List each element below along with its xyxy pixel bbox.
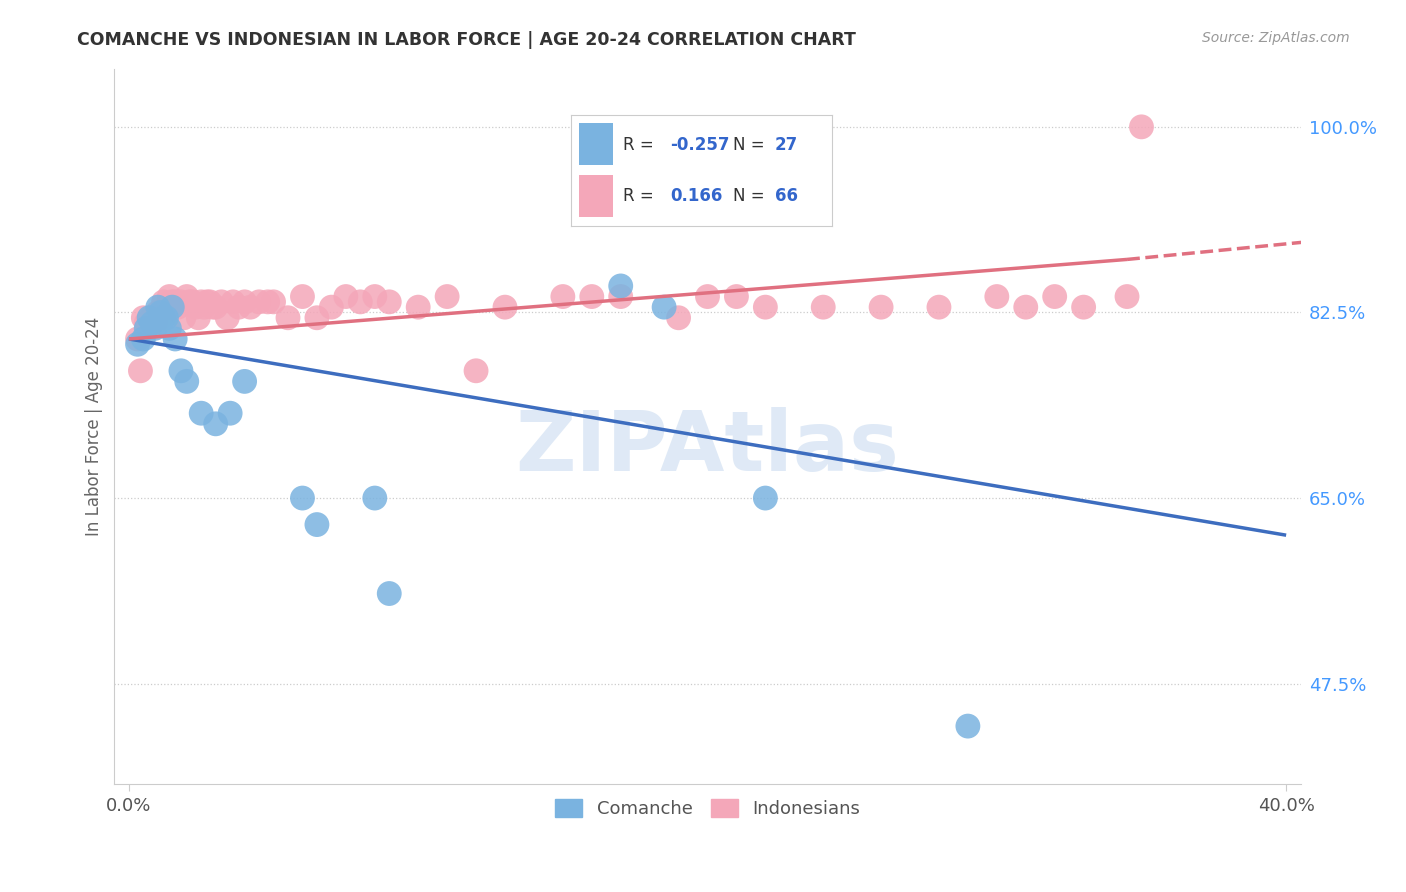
Point [132, 332, 155, 346]
Point [1130, 120, 1153, 134]
Point [465, 364, 488, 378]
Point [870, 300, 893, 314]
Point [138, 310, 160, 325]
Point [813, 300, 835, 314]
Point [190, 406, 212, 420]
Point [754, 491, 776, 505]
Point [364, 491, 387, 505]
Point [277, 310, 299, 325]
Point [247, 294, 270, 309]
Point [256, 294, 278, 309]
Point [187, 310, 209, 325]
Point [364, 289, 387, 303]
Point [321, 300, 343, 314]
Point [152, 294, 174, 309]
Point [176, 289, 198, 303]
Point [198, 294, 221, 309]
Point [494, 300, 516, 314]
Point [127, 337, 149, 351]
Point [609, 289, 631, 303]
Point [239, 300, 262, 314]
Point [127, 332, 149, 346]
Point [928, 300, 950, 314]
Point [436, 289, 458, 303]
Y-axis label: In Labor Force | Age 20-24: In Labor Force | Age 20-24 [86, 317, 103, 536]
Point [157, 321, 180, 335]
Point [149, 305, 172, 319]
Point [204, 300, 226, 314]
Point [146, 305, 169, 319]
Text: Source: ZipAtlas.com: Source: ZipAtlas.com [1202, 31, 1350, 45]
Point [176, 375, 198, 389]
Point [305, 517, 328, 532]
Point [165, 294, 187, 309]
Legend: Comanche, Indonesians: Comanche, Indonesians [548, 792, 868, 825]
Point [378, 586, 401, 600]
Point [1073, 300, 1095, 314]
Point [165, 332, 187, 346]
Point [263, 294, 285, 309]
Point [217, 310, 239, 325]
Point [170, 364, 193, 378]
Point [193, 300, 215, 314]
Point [173, 310, 195, 325]
Point [179, 294, 201, 309]
Point [1015, 300, 1038, 314]
Point [725, 289, 748, 303]
Point [155, 310, 177, 325]
Point [135, 321, 157, 335]
Point [228, 300, 250, 314]
Text: ZIPAtlas: ZIPAtlas [516, 408, 900, 489]
Point [1043, 289, 1066, 303]
Point [204, 417, 226, 431]
Point [305, 310, 328, 325]
Point [406, 300, 429, 314]
Point [129, 364, 152, 378]
Point [195, 294, 218, 309]
Point [135, 316, 157, 330]
Point [141, 316, 163, 330]
Point [986, 289, 1008, 303]
Point [378, 294, 401, 309]
Point [181, 294, 204, 309]
Point [652, 300, 675, 314]
Point [754, 300, 776, 314]
Point [668, 310, 690, 325]
Point [141, 310, 163, 325]
Point [551, 289, 574, 303]
Point [201, 300, 224, 314]
Point [291, 289, 314, 303]
Point [335, 289, 357, 303]
Point [211, 294, 233, 309]
Point [132, 310, 155, 325]
Text: COMANCHE VS INDONESIAN IN LABOR FORCE | AGE 20-24 CORRELATION CHART: COMANCHE VS INDONESIAN IN LABOR FORCE | … [77, 31, 856, 49]
Point [184, 300, 207, 314]
Point [956, 719, 979, 733]
Point [155, 300, 177, 314]
Point [143, 321, 166, 335]
Point [233, 375, 256, 389]
Point [349, 294, 371, 309]
Point [696, 289, 718, 303]
Point [291, 491, 314, 505]
Point [138, 321, 160, 335]
Point [233, 294, 256, 309]
Point [162, 300, 184, 314]
Point [190, 294, 212, 309]
Point [222, 294, 245, 309]
Point [1116, 289, 1139, 303]
Point [149, 310, 172, 325]
Point [162, 300, 184, 314]
Point [157, 289, 180, 303]
Point [170, 294, 193, 309]
Point [219, 406, 242, 420]
Point [167, 300, 190, 314]
Point [146, 300, 169, 314]
Point [152, 310, 174, 325]
Point [609, 279, 631, 293]
Point [581, 289, 603, 303]
Point [143, 316, 166, 330]
Point [162, 294, 184, 309]
